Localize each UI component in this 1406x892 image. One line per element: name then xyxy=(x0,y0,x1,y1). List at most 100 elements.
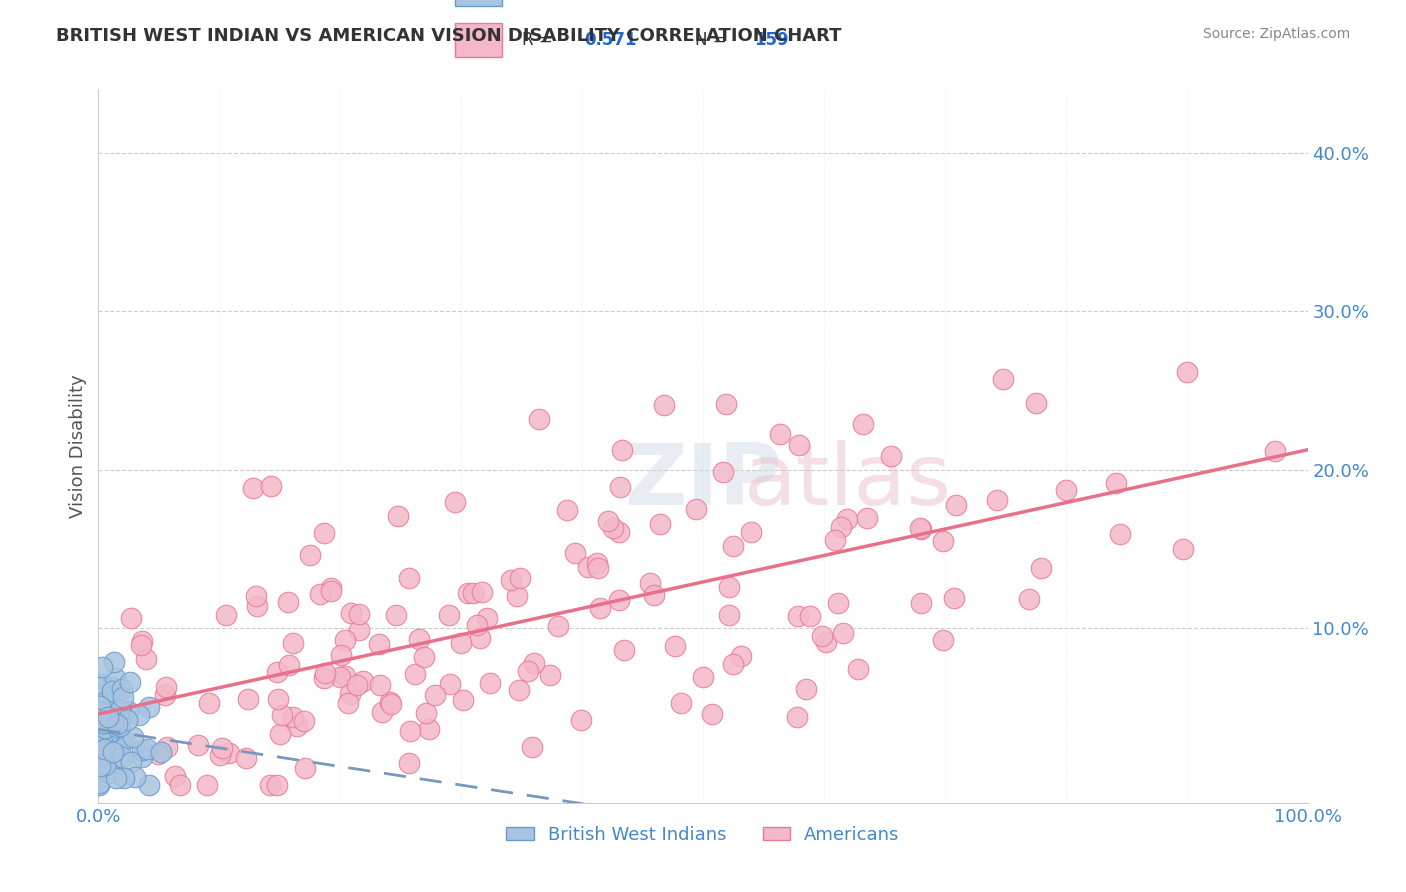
Point xyxy=(506,589,529,603)
Point xyxy=(669,696,692,710)
Point xyxy=(336,696,359,710)
Point xyxy=(98,710,121,724)
Point xyxy=(835,512,858,526)
Point xyxy=(236,692,259,706)
Point xyxy=(110,736,132,750)
Point xyxy=(89,712,111,726)
Point xyxy=(607,593,630,607)
Point xyxy=(89,744,111,758)
Point xyxy=(235,751,257,765)
Point xyxy=(517,664,540,678)
Point xyxy=(501,573,523,587)
Point xyxy=(97,765,120,780)
Point xyxy=(131,633,153,648)
Point xyxy=(285,719,308,733)
Point xyxy=(846,662,869,676)
Point xyxy=(87,749,110,764)
Point xyxy=(93,728,115,742)
Point xyxy=(557,502,579,516)
Point xyxy=(96,743,118,757)
Point xyxy=(1054,483,1077,497)
Point xyxy=(128,707,150,722)
Point xyxy=(664,639,686,653)
Point xyxy=(527,412,550,426)
Point xyxy=(352,674,374,689)
Point xyxy=(245,589,267,603)
Point xyxy=(569,713,592,727)
Point xyxy=(155,680,177,694)
Point xyxy=(461,586,484,600)
Point xyxy=(794,681,817,696)
Point xyxy=(195,778,218,792)
Point xyxy=(90,680,112,694)
Point xyxy=(721,539,744,553)
Point xyxy=(122,730,145,744)
Point xyxy=(260,479,283,493)
Point xyxy=(96,697,118,711)
Point xyxy=(90,677,112,691)
Point xyxy=(814,635,837,649)
Point xyxy=(108,703,131,717)
Point xyxy=(470,632,492,646)
Point xyxy=(610,442,633,457)
Point xyxy=(349,623,371,637)
Point xyxy=(218,747,240,761)
Point xyxy=(100,715,122,730)
Point xyxy=(880,449,903,463)
Point xyxy=(437,608,460,623)
Point xyxy=(523,657,546,671)
Point xyxy=(93,742,115,756)
Point xyxy=(830,520,852,534)
Point xyxy=(107,715,129,730)
Point xyxy=(827,596,849,610)
Point xyxy=(94,713,117,727)
Text: N =: N = xyxy=(695,31,731,49)
Legend: British West Indians, Americans: British West Indians, Americans xyxy=(499,819,907,851)
Point xyxy=(477,611,499,625)
Text: 159: 159 xyxy=(754,31,789,49)
Point xyxy=(150,745,173,759)
Point xyxy=(94,720,117,734)
Point xyxy=(283,710,305,724)
Text: atlas: atlas xyxy=(744,440,952,524)
Point xyxy=(439,677,461,691)
Point xyxy=(94,695,117,709)
Point xyxy=(266,778,288,792)
Point xyxy=(404,667,426,681)
Point xyxy=(111,690,134,704)
Point xyxy=(105,734,128,748)
Point xyxy=(94,758,117,772)
Point xyxy=(89,699,111,714)
Point xyxy=(90,659,112,673)
Point xyxy=(101,745,124,759)
Point xyxy=(100,684,122,698)
Point xyxy=(832,626,855,640)
Point xyxy=(319,581,342,595)
Point xyxy=(413,649,436,664)
Point xyxy=(100,754,122,768)
Point xyxy=(509,571,531,585)
Point xyxy=(131,749,153,764)
Point xyxy=(986,493,1008,508)
Point xyxy=(277,657,299,672)
Point xyxy=(640,575,662,590)
Point xyxy=(609,480,631,494)
Point xyxy=(451,693,474,707)
Point xyxy=(368,678,391,692)
Point xyxy=(339,687,361,701)
Point xyxy=(418,723,440,737)
Point xyxy=(786,608,808,623)
Point xyxy=(408,632,430,646)
Point xyxy=(932,632,955,647)
Point xyxy=(87,714,110,729)
Point xyxy=(685,501,707,516)
Point xyxy=(444,495,467,509)
Point xyxy=(586,561,609,575)
Point xyxy=(98,725,121,739)
Point xyxy=(277,595,299,609)
Point xyxy=(105,720,128,734)
Point xyxy=(576,559,599,574)
Point xyxy=(855,511,877,525)
Point xyxy=(910,596,932,610)
FancyBboxPatch shape xyxy=(454,0,502,6)
